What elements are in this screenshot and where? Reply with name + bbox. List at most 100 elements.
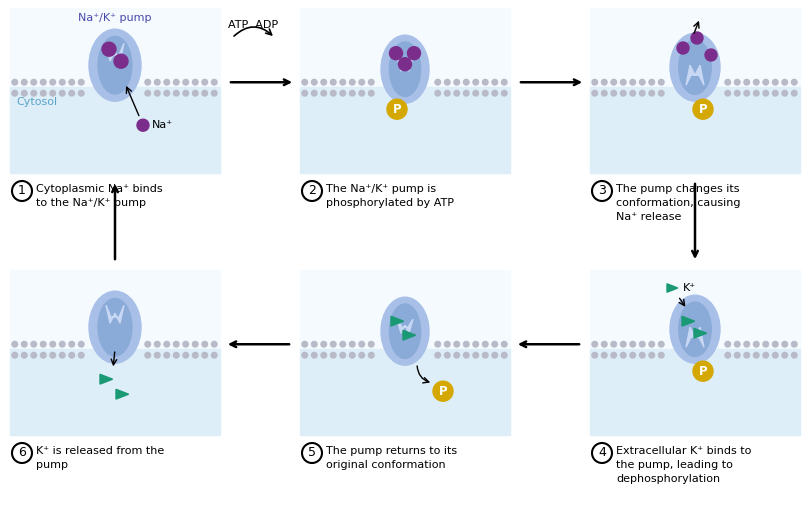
Circle shape [12, 352, 18, 358]
Text: Na⁺/K⁺ pump: Na⁺/K⁺ pump [79, 13, 151, 23]
Circle shape [791, 79, 797, 85]
Circle shape [145, 341, 151, 347]
Circle shape [145, 91, 151, 96]
Circle shape [782, 91, 787, 96]
Circle shape [782, 352, 787, 358]
Circle shape [435, 79, 441, 85]
Circle shape [330, 91, 336, 96]
Circle shape [31, 79, 36, 85]
Circle shape [193, 79, 198, 85]
Text: 2: 2 [308, 184, 316, 197]
Circle shape [725, 79, 731, 85]
Circle shape [602, 341, 607, 347]
Circle shape [693, 99, 713, 119]
Circle shape [753, 91, 759, 96]
Circle shape [69, 352, 75, 358]
Circle shape [21, 352, 27, 358]
Text: The pump returns to its
original conformation: The pump returns to its original conform… [326, 446, 457, 470]
Circle shape [659, 91, 664, 96]
Circle shape [330, 341, 336, 347]
Circle shape [302, 352, 308, 358]
Circle shape [321, 352, 326, 358]
Circle shape [753, 341, 759, 347]
Circle shape [164, 79, 169, 85]
Polygon shape [100, 375, 113, 384]
Bar [300, 87, 510, 173]
Circle shape [12, 181, 32, 201]
Polygon shape [694, 328, 706, 338]
Circle shape [59, 79, 65, 85]
Circle shape [725, 352, 731, 358]
Circle shape [691, 32, 703, 44]
Circle shape [79, 79, 84, 85]
Ellipse shape [89, 29, 141, 101]
Circle shape [31, 341, 36, 347]
Circle shape [791, 352, 797, 358]
Ellipse shape [670, 33, 720, 101]
Circle shape [173, 341, 179, 347]
Polygon shape [686, 65, 704, 85]
Ellipse shape [381, 297, 429, 365]
Circle shape [501, 352, 507, 358]
Polygon shape [397, 57, 413, 71]
Circle shape [611, 79, 616, 85]
Circle shape [630, 79, 636, 85]
Polygon shape [398, 73, 412, 87]
Circle shape [483, 341, 488, 347]
Circle shape [630, 341, 636, 347]
Circle shape [492, 352, 497, 358]
Circle shape [321, 79, 326, 85]
Circle shape [473, 352, 479, 358]
Circle shape [744, 341, 749, 347]
Circle shape [79, 341, 84, 347]
Circle shape [744, 79, 749, 85]
Polygon shape [391, 316, 403, 326]
Circle shape [433, 381, 453, 401]
Circle shape [330, 79, 336, 85]
Bar [590, 87, 800, 173]
Circle shape [211, 341, 217, 347]
Circle shape [735, 352, 740, 358]
Circle shape [454, 341, 459, 347]
Circle shape [31, 91, 36, 96]
Circle shape [592, 79, 598, 85]
Circle shape [639, 91, 645, 96]
Text: ATP  ADP: ATP ADP [228, 20, 278, 30]
Circle shape [312, 91, 317, 96]
Ellipse shape [390, 304, 420, 358]
Circle shape [21, 91, 27, 96]
Circle shape [202, 91, 207, 96]
Circle shape [193, 352, 198, 358]
Text: The Na⁺/K⁺ pump is
phosphorylated by ATP: The Na⁺/K⁺ pump is phosphorylated by ATP [326, 184, 454, 208]
Circle shape [501, 91, 507, 96]
Circle shape [21, 79, 27, 85]
Circle shape [183, 91, 189, 96]
Circle shape [387, 99, 407, 119]
Circle shape [369, 341, 374, 347]
Circle shape [321, 341, 326, 347]
Circle shape [705, 49, 717, 61]
Circle shape [620, 352, 626, 358]
Circle shape [492, 91, 497, 96]
Circle shape [782, 341, 787, 347]
Circle shape [445, 91, 450, 96]
Circle shape [349, 352, 355, 358]
Circle shape [302, 91, 308, 96]
Circle shape [445, 79, 450, 85]
Circle shape [454, 79, 459, 85]
Circle shape [21, 341, 27, 347]
Circle shape [659, 79, 664, 85]
Ellipse shape [89, 291, 141, 363]
Bar [10, 87, 220, 173]
Circle shape [145, 79, 151, 85]
Circle shape [359, 352, 364, 358]
Circle shape [173, 352, 179, 358]
Bar [10, 270, 220, 349]
Circle shape [340, 341, 346, 347]
Circle shape [501, 79, 507, 85]
Circle shape [50, 352, 56, 358]
Polygon shape [108, 329, 122, 345]
Circle shape [69, 79, 75, 85]
Circle shape [602, 352, 607, 358]
Bar [10, 8, 220, 87]
